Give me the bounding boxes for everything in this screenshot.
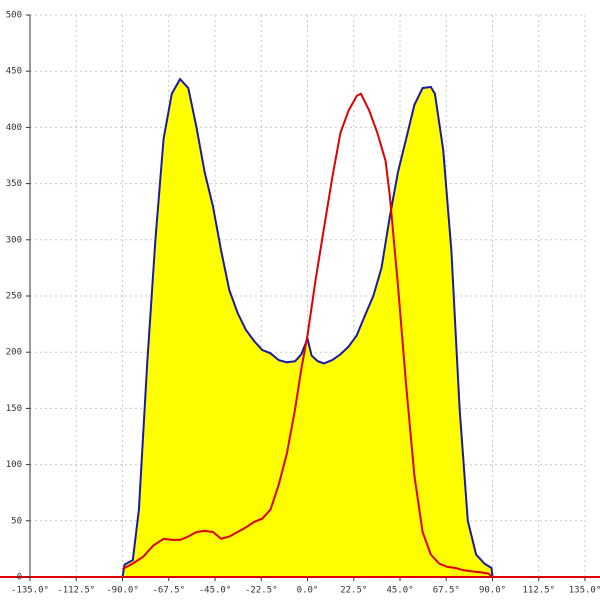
y-tick-label: 450 bbox=[6, 67, 22, 77]
y-tick-label: 0 bbox=[17, 573, 22, 583]
y-tick-label: 400 bbox=[6, 123, 22, 133]
x-tick-label: 0.0° bbox=[297, 586, 319, 596]
x-tick-label: 90.0° bbox=[479, 586, 506, 596]
y-tick-label: 50 bbox=[11, 516, 22, 526]
x-tick-label: -90.0° bbox=[106, 586, 139, 596]
series-line bbox=[121, 77, 494, 578]
area-fill bbox=[122, 79, 493, 577]
series-line bbox=[122, 92, 494, 578]
x-tick-label: 45.0° bbox=[386, 586, 413, 596]
y-tick-label: 500 bbox=[6, 11, 22, 21]
x-tick-label: -45.0° bbox=[199, 586, 232, 596]
x-tick-label: -67.5° bbox=[152, 586, 185, 596]
x-tick-label: 112.5° bbox=[522, 586, 555, 596]
y-tick-label: 200 bbox=[6, 348, 22, 358]
x-tick-label: 135.0° bbox=[569, 586, 600, 596]
y-tick-label: 100 bbox=[6, 460, 22, 470]
x-tick-label: -135.0° bbox=[11, 586, 49, 596]
y-tick-label: 300 bbox=[6, 235, 22, 245]
x-tick-label: -112.5° bbox=[57, 586, 95, 596]
x-tick-label: 67.5° bbox=[433, 586, 460, 596]
y-tick-label: 350 bbox=[6, 179, 22, 189]
y-tick-label: 250 bbox=[6, 292, 22, 302]
y-tick-label: 150 bbox=[6, 404, 22, 414]
x-tick-label: 22.5° bbox=[340, 586, 367, 596]
x-tick-label: -22.5° bbox=[245, 586, 278, 596]
